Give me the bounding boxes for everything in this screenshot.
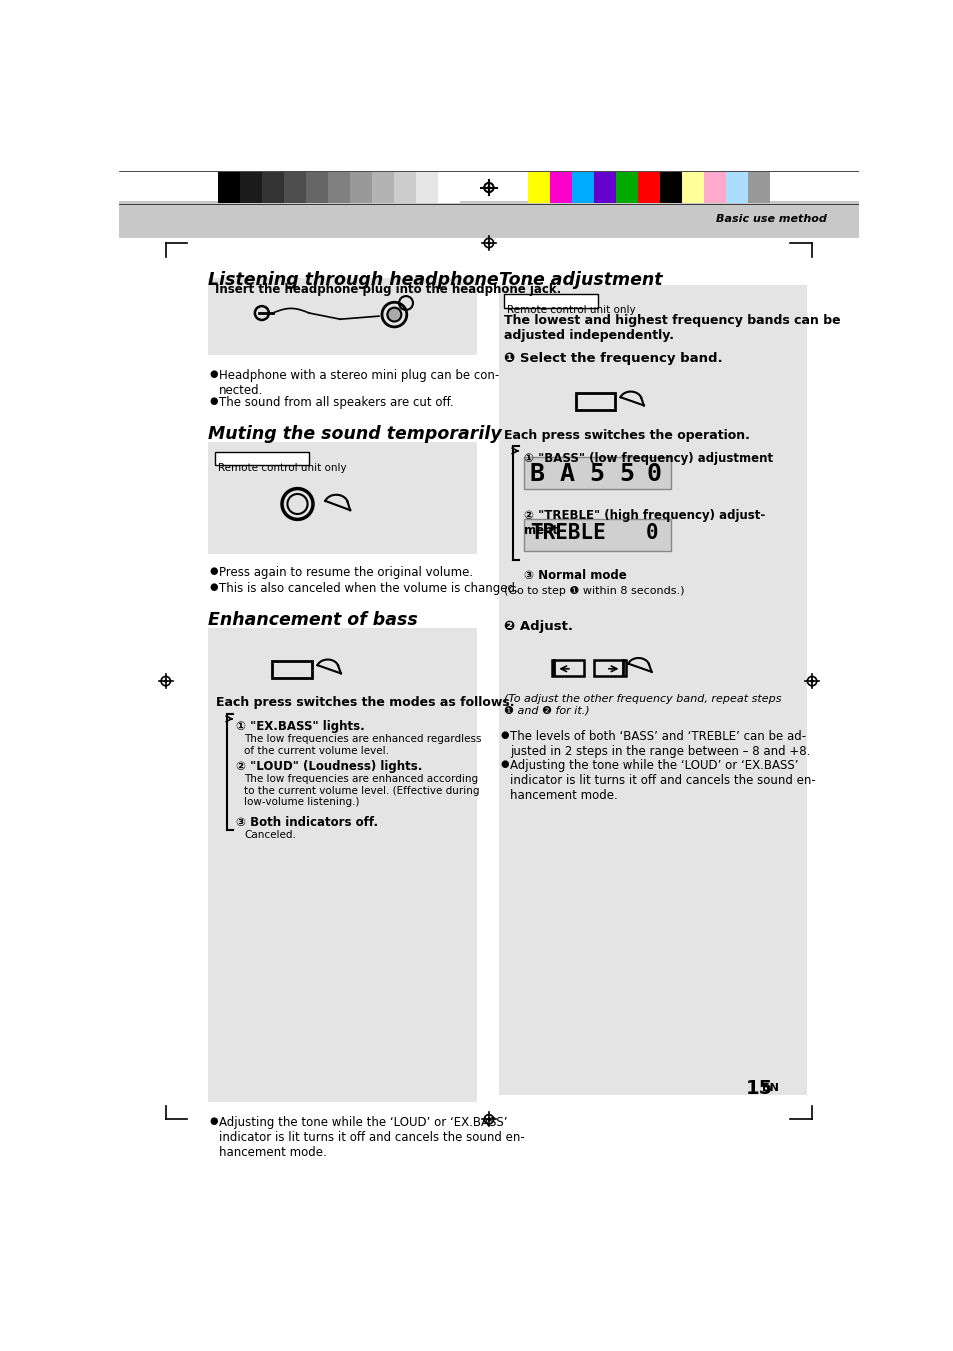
Bar <box>594 172 616 203</box>
Text: ③ Normal mode: ③ Normal mode <box>523 570 626 582</box>
Bar <box>523 519 670 551</box>
Text: ●: ● <box>210 396 218 407</box>
Bar <box>638 172 659 203</box>
Text: The low frequencies are enhanced regardless
of the current volume level.: The low frequencies are enhanced regardl… <box>244 734 481 755</box>
Text: The lowest and highest frequency bands can be
adjusted independently.: The lowest and highest frequency bands c… <box>503 313 840 342</box>
Polygon shape <box>486 1117 491 1121</box>
Text: The sound from all speakers are cut off.: The sound from all speakers are cut off. <box>219 396 454 409</box>
Text: (Go to step ❶ within 8 seconds.): (Go to step ❶ within 8 seconds.) <box>503 586 683 596</box>
Bar <box>551 659 583 677</box>
Text: ① "BASS" (low frequency) adjustment: ① "BASS" (low frequency) adjustment <box>523 453 772 465</box>
Text: Remote control unit only: Remote control unit only <box>217 463 346 473</box>
Bar <box>284 172 306 203</box>
Text: ② "LOUD" (Loudness) lights.: ② "LOUD" (Loudness) lights. <box>236 761 422 773</box>
Text: Basic use method: Basic use method <box>716 215 826 224</box>
Bar <box>703 172 725 203</box>
Text: ●: ● <box>210 1116 218 1127</box>
Bar <box>498 285 806 1094</box>
Text: ② "TREBLE" (high frequency) adjust-
ment: ② "TREBLE" (high frequency) adjust- ment <box>523 509 764 538</box>
Text: ③ Both indicators off.: ③ Both indicators off. <box>236 816 378 830</box>
Bar <box>218 172 240 203</box>
Bar <box>616 172 638 203</box>
Text: Listening through headphone: Listening through headphone <box>208 270 498 289</box>
Text: ❷ Adjust.: ❷ Adjust. <box>503 620 572 634</box>
Text: (To adjust the other frequency band, repeat steps
❶ and ❷ for it.): (To adjust the other frequency band, rep… <box>503 694 781 716</box>
Text: Each press switches the modes as follows.: Each press switches the modes as follows… <box>216 696 514 709</box>
Text: Press again to resume the original volume.: Press again to resume the original volum… <box>219 566 473 580</box>
Text: B A 5 5: B A 5 5 <box>530 462 635 485</box>
Text: Headphone with a stereo mini plug can be con-
nected.: Headphone with a stereo mini plug can be… <box>219 369 499 397</box>
Text: Adjusting the tone while the ‘LOUD’ or ‘EX.BASS’
indicator is lit turns it off a: Adjusting the tone while the ‘LOUD’ or ‘… <box>219 1116 524 1159</box>
Text: Enhancement of bass: Enhancement of bass <box>208 611 417 630</box>
Text: TREBLE: TREBLE <box>530 523 605 543</box>
Bar <box>416 172 437 203</box>
Text: Muting the sound temporarily: Muting the sound temporarily <box>208 426 501 443</box>
Text: 15: 15 <box>744 1079 772 1098</box>
Text: ●: ● <box>210 582 218 592</box>
Text: ① "EX.BASS" lights.: ① "EX.BASS" lights. <box>236 720 365 734</box>
Text: Adjusting the tone while the ‘LOUD’ or ‘EX.BASS’
indicator is lit turns it off a: Adjusting the tone while the ‘LOUD’ or ‘… <box>509 759 815 802</box>
Text: ●: ● <box>210 369 218 380</box>
Polygon shape <box>486 240 491 246</box>
Text: Each press switches the operation.: Each press switches the operation. <box>503 430 749 442</box>
Bar <box>572 172 594 203</box>
Text: ●: ● <box>210 566 218 577</box>
Bar <box>523 457 670 489</box>
Polygon shape <box>809 678 814 684</box>
Bar <box>528 172 550 203</box>
Bar <box>272 661 312 678</box>
Text: Tone adjustment: Tone adjustment <box>498 270 661 289</box>
Bar <box>550 172 572 203</box>
Bar <box>328 172 350 203</box>
Bar <box>372 172 394 203</box>
Bar <box>119 201 858 238</box>
Circle shape <box>387 308 401 322</box>
Bar <box>240 172 262 203</box>
Bar <box>747 172 769 203</box>
Text: 0: 0 <box>645 462 660 485</box>
Text: 0: 0 <box>645 523 659 543</box>
Bar <box>214 451 309 466</box>
Text: EN: EN <box>761 1084 779 1093</box>
Bar <box>681 172 703 203</box>
Bar <box>208 278 476 355</box>
Bar <box>394 172 416 203</box>
Bar <box>503 293 598 308</box>
Bar <box>306 172 328 203</box>
Text: Insert the headphone plug into the headphone jack.: Insert the headphone plug into the headp… <box>214 282 560 296</box>
Bar <box>725 172 747 203</box>
Bar <box>659 172 681 203</box>
Text: Remote control unit only: Remote control unit only <box>506 305 635 315</box>
Text: ❶ Select the frequency band.: ❶ Select the frequency band. <box>503 353 721 365</box>
Bar <box>262 172 284 203</box>
Bar <box>208 628 476 1102</box>
Polygon shape <box>163 678 168 684</box>
Text: Canceled.: Canceled. <box>244 830 295 840</box>
Polygon shape <box>486 185 491 190</box>
Bar <box>437 172 459 203</box>
Bar <box>350 172 372 203</box>
Text: The low frequencies are enhanced according
to the current volume level. (Effecti: The low frequencies are enhanced accordi… <box>244 774 479 808</box>
Bar <box>593 659 625 677</box>
Text: This is also canceled when the volume is changed.: This is also canceled when the volume is… <box>219 582 518 594</box>
Text: ●: ● <box>500 759 509 769</box>
Bar <box>576 393 615 411</box>
Text: The levels of both ‘BASS’ and ‘TREBLE’ can be ad-
justed in 2 steps in the range: The levels of both ‘BASS’ and ‘TREBLE’ c… <box>509 730 809 758</box>
Bar <box>208 442 476 554</box>
Text: ●: ● <box>500 730 509 739</box>
